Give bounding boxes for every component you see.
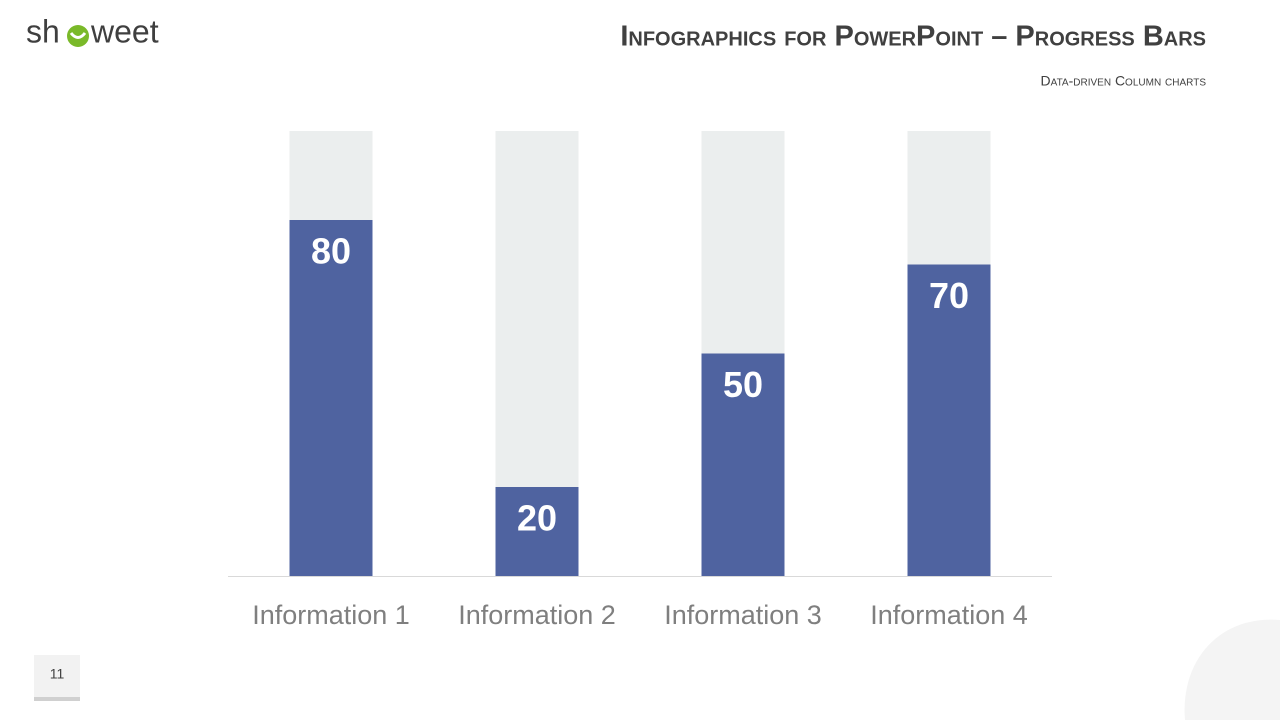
value-label: 20 (517, 498, 557, 539)
value-label: 70 (929, 275, 969, 316)
page-number: 11 (50, 666, 65, 682)
x-tick-label: Information 3 (664, 600, 822, 630)
bar (495, 487, 579, 576)
logo-right: weet (90, 13, 159, 49)
chart-subtitle: Data-driven Column charts (1041, 73, 1207, 89)
bar (907, 264, 991, 576)
bar (701, 353, 785, 576)
watermark (1184, 619, 1280, 720)
value-label: 80 (311, 231, 351, 272)
logo-smile (69, 32, 87, 39)
value-label: 50 (723, 364, 763, 405)
page-number-bar (34, 697, 80, 701)
chart-title: Infographics for PowerPoint – Progress B… (620, 21, 1206, 53)
bar (289, 220, 373, 576)
logo: sh weet (26, 13, 159, 49)
x-tick-label: Information 4 (870, 600, 1028, 630)
x-tick-label: Information 2 (458, 600, 616, 630)
x-tick-label: Information 1 (252, 600, 410, 630)
page-number-box (34, 655, 80, 697)
logo-left: sh (26, 13, 60, 49)
